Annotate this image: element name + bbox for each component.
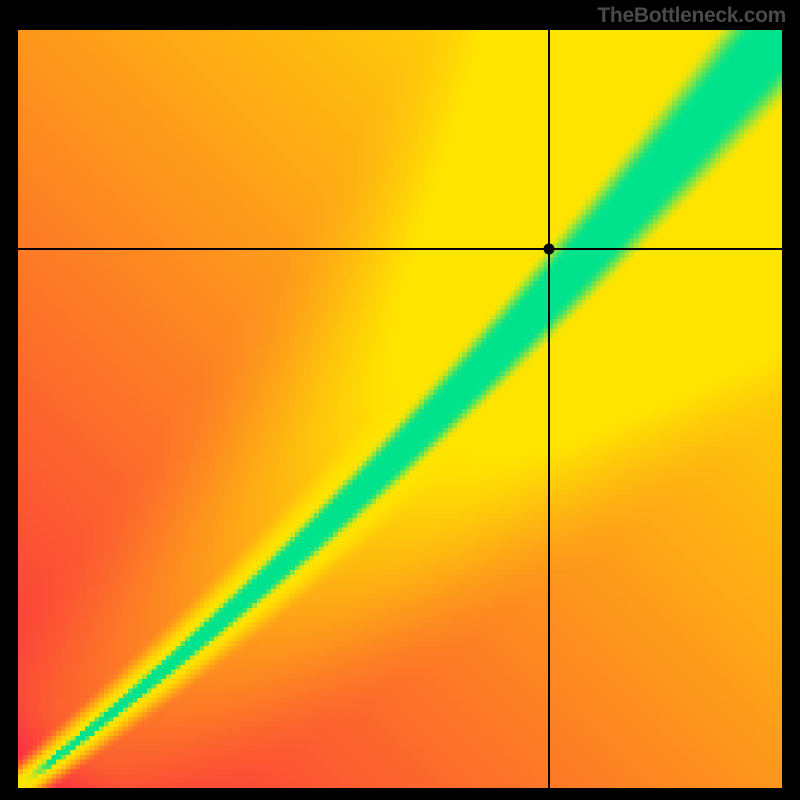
crosshair-horizontal <box>18 248 782 250</box>
crosshair-marker <box>543 244 554 255</box>
crosshair-vertical <box>548 30 550 788</box>
heatmap-canvas <box>18 30 782 788</box>
heatmap-plot <box>18 30 782 788</box>
watermark-text: TheBottleneck.com <box>597 4 786 28</box>
